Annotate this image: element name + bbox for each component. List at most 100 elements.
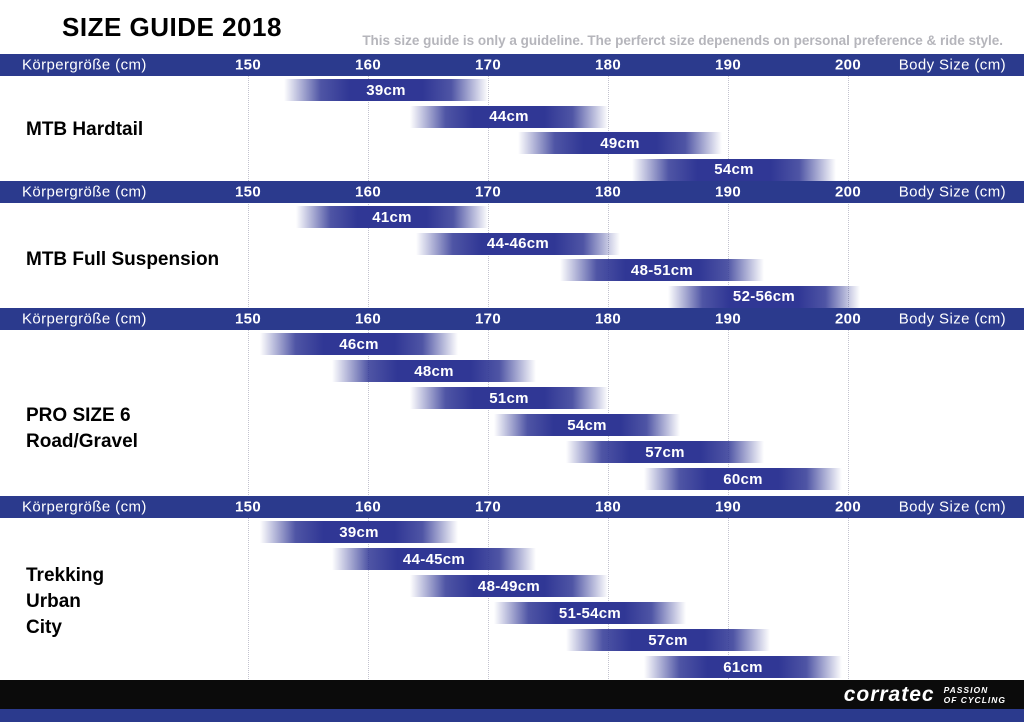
size-bar-61cm: 61cm (644, 656, 842, 678)
tick-label-200: 200 (835, 56, 861, 74)
brand-block: corratec PASSION OF CYCLING (844, 680, 1006, 709)
size-bar-label: 57cm (645, 443, 685, 461)
tick-label-160: 160 (355, 498, 381, 516)
tick-label-170: 170 (475, 183, 501, 201)
axis-header-3: Körpergröße (cm) 150 160 170 180 190 200 Body S… (0, 308, 1024, 330)
axis-label-body-size: Body Size (cm) (898, 183, 1006, 201)
tick-label-170: 170 (475, 498, 501, 516)
size-bar-label: 51-54cm (558, 604, 622, 622)
section-title-line: Urban (26, 591, 81, 612)
size-bar-44cm: 44cm (410, 105, 608, 128)
section-title-line: PRO SIZE 6 (26, 405, 131, 426)
axis-label-koerpergroesse: Körpergröße (cm) (22, 56, 147, 74)
size-bar-44-45cm: 44-45cm (332, 548, 536, 570)
tick-label-150: 150 (235, 498, 261, 516)
tagline-line-2: OF CYCLING (943, 694, 1006, 705)
corratec-logo: corratec (843, 683, 935, 706)
tick-label-150: 150 (235, 56, 261, 74)
tick-label-200: 200 (835, 498, 861, 516)
size-bar-label: 54cm (714, 161, 754, 178)
tick-label-160: 160 (355, 56, 381, 74)
size-bar-57cm: 57cm (566, 629, 770, 651)
axis-label-body-size: Body Size (cm) (898, 498, 1006, 516)
size-bar-label: 46cm (339, 335, 379, 353)
section-title-4: Trekking Urban City (26, 563, 104, 641)
tick-label-170: 170 (475, 56, 501, 74)
size-bar-label: 57cm (648, 631, 688, 649)
size-bar-39cm: 39cm (284, 79, 488, 101)
page-title: SIZE GUIDE 2018 (62, 12, 282, 42)
size-bar-label: 48-49cm (477, 577, 541, 595)
tick-label-180: 180 (595, 310, 621, 328)
gridline-190 (728, 76, 729, 679)
size-bar-39cm: 39cm (260, 521, 458, 543)
section-title-line: MTB Full Suspension (26, 249, 220, 270)
gridline-180 (608, 76, 609, 679)
section-title-line: MTB Hardtail (26, 119, 144, 140)
size-bar-label: 44cm (489, 108, 529, 125)
size-bar-54cm: 54cm (632, 158, 836, 181)
size-bar-54cm: 54cm (494, 414, 680, 436)
section-title-line: Road/Gravel (26, 431, 138, 452)
size-bar-48-49cm: 48-49cm (410, 575, 608, 597)
section-title-line: City (26, 617, 62, 638)
tick-label-180: 180 (595, 56, 621, 74)
gridline-150 (248, 76, 249, 679)
tick-label-180: 180 (595, 498, 621, 516)
axis-header-1: Körpergröße (cm) 150 160 170 180 190 200 Body S… (0, 54, 1024, 76)
tick-label-160: 160 (355, 183, 381, 201)
tick-label-190: 190 (715, 183, 741, 201)
size-bar-label: 60cm (723, 470, 763, 488)
size-bar-label: 44-46cm (486, 235, 550, 252)
size-bar-41cm: 41cm (296, 206, 488, 228)
size-bar-44-46cm: 44-46cm (416, 232, 620, 255)
size-bar-label: 54cm (567, 416, 607, 434)
size-bar-57cm: 57cm (566, 441, 764, 463)
size-bar-48cm: 48cm (332, 360, 536, 382)
axis-label-koerpergroesse: Körpergröße (cm) (22, 498, 147, 516)
size-bar-label: 41cm (372, 208, 412, 226)
section-title-line: Trekking (26, 565, 105, 586)
axis-label-body-size: Body Size (cm) (898, 56, 1006, 74)
size-bar-label: 48-51cm (630, 261, 694, 279)
gridline-200 (848, 76, 849, 679)
tick-label-150: 150 (235, 183, 261, 201)
size-bar-60cm: 60cm (644, 468, 842, 490)
tick-label-160: 160 (355, 310, 381, 328)
axis-label-koerpergroesse: Körpergröße (cm) (22, 310, 147, 328)
size-bar-label: 48cm (414, 362, 454, 380)
axis-label-body-size: Body Size (cm) (898, 310, 1006, 328)
section-title-2: MTB Full Suspension (26, 247, 219, 273)
tick-label-200: 200 (835, 183, 861, 201)
size-bar-46cm: 46cm (260, 333, 458, 355)
axis-header-4: Körpergröße (cm) 150 160 170 180 190 200 Body S… (0, 496, 1024, 518)
tick-label-180: 180 (595, 183, 621, 201)
tick-label-170: 170 (475, 310, 501, 328)
size-bar-49cm: 49cm (518, 132, 722, 154)
size-bar-label: 39cm (339, 523, 379, 541)
section-title-1: MTB Hardtail (26, 117, 143, 143)
footer-bar: corratec PASSION OF CYCLING (0, 680, 1024, 709)
size-bar-52-56cm: 52-56cm (668, 285, 860, 308)
axis-label-koerpergroesse: Körpergröße (cm) (22, 183, 147, 201)
tick-label-190: 190 (715, 56, 741, 74)
brand-tagline: PASSION OF CYCLING (944, 685, 1006, 705)
size-bar-label: 39cm (366, 81, 406, 99)
tick-label-150: 150 (235, 310, 261, 328)
tagline-line-1: PASSION (943, 684, 989, 695)
tick-label-200: 200 (835, 310, 861, 328)
tick-label-190: 190 (715, 310, 741, 328)
disclaimer-text: This size guide is only a guideline. The… (362, 33, 1003, 48)
section-title-3: PRO SIZE 6 Road/Gravel (26, 403, 138, 455)
axis-header-2: Körpergröße (cm) 150 160 170 180 190 200 Body S… (0, 181, 1024, 203)
tick-label-190: 190 (715, 498, 741, 516)
size-bar-51cm: 51cm (410, 387, 608, 409)
size-bar-51-54cm: 51-54cm (494, 602, 686, 624)
size-bar-48-51cm: 48-51cm (560, 259, 764, 281)
size-bar-label: 44-45cm (402, 550, 466, 568)
size-bar-label: 51cm (489, 389, 529, 407)
size-bar-label: 49cm (600, 134, 640, 152)
bottom-accent-strip (0, 709, 1024, 722)
